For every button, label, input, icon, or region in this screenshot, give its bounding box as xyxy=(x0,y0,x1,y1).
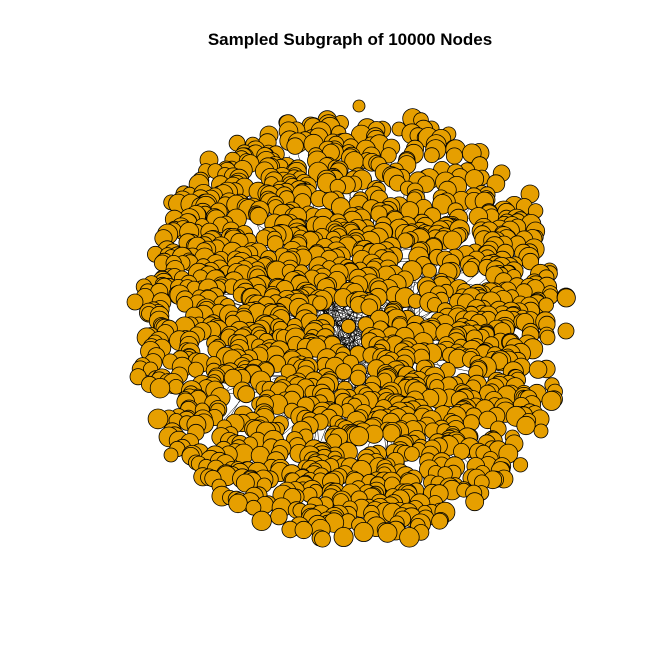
graph-node xyxy=(538,297,554,313)
graph-node xyxy=(270,507,288,526)
graph-node xyxy=(335,363,353,381)
graph-node xyxy=(249,207,268,226)
graph-node xyxy=(314,530,331,548)
graph-node xyxy=(465,492,485,512)
graph-node xyxy=(349,369,367,387)
graph-node xyxy=(539,329,556,346)
graph-node xyxy=(421,263,437,279)
node-layer xyxy=(126,99,576,548)
plot-title: Sampled Subgraph of 10000 Nodes xyxy=(207,30,493,49)
graph-node xyxy=(533,423,549,439)
graph-node xyxy=(353,522,374,543)
graph-node xyxy=(126,293,144,311)
graph-node xyxy=(312,295,328,311)
graph-node xyxy=(340,318,356,334)
graph-node xyxy=(147,408,169,430)
graph-node xyxy=(399,527,420,548)
graph-node xyxy=(237,385,256,404)
graph-node xyxy=(541,390,562,411)
graph-node xyxy=(251,510,272,532)
graph-node xyxy=(528,360,548,379)
graph-node xyxy=(377,522,398,543)
graph-node xyxy=(163,447,179,463)
graph-node xyxy=(286,137,304,155)
graph-node xyxy=(431,512,449,530)
graph-node xyxy=(442,230,463,251)
graph-node xyxy=(149,378,171,399)
graph-node xyxy=(352,99,366,113)
graph-node xyxy=(176,295,194,313)
graph-node xyxy=(348,426,369,447)
graph-node xyxy=(228,493,248,514)
graph-node xyxy=(557,322,575,340)
graph-node xyxy=(423,147,440,164)
graph-node xyxy=(333,527,354,548)
graph-node xyxy=(294,520,313,540)
graph-node xyxy=(223,368,243,388)
graph-node xyxy=(512,457,529,473)
graph-node xyxy=(556,288,576,308)
graph-node xyxy=(516,415,536,436)
graph-node xyxy=(404,446,420,462)
graph-node xyxy=(360,298,378,316)
graph-node xyxy=(235,473,255,493)
graph-node xyxy=(462,260,479,278)
graph-node xyxy=(445,147,463,165)
